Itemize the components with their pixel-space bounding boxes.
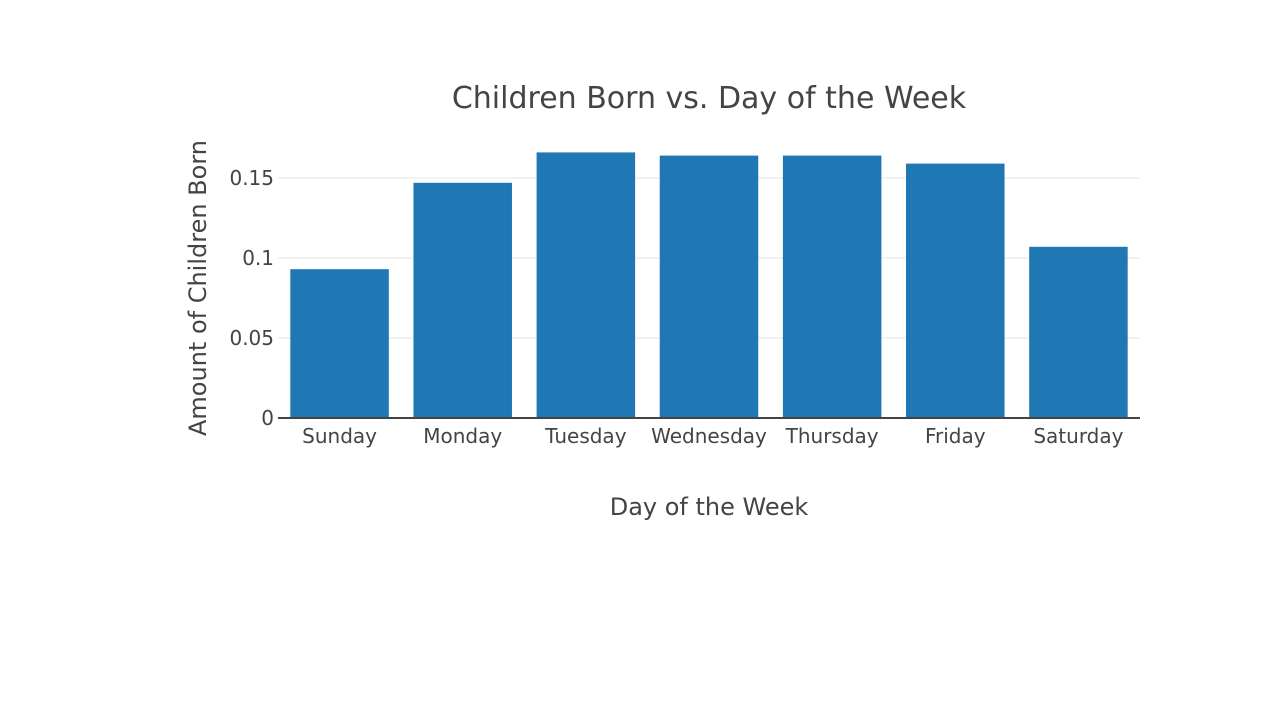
y-tick-label: 0 [261,406,274,430]
x-tick-label: Thursday [785,424,879,448]
y-tick-label: 0.15 [229,166,274,190]
x-tick-label: Sunday [302,424,377,448]
x-tick-label: Wednesday [651,424,767,448]
x-tick-label: Monday [423,424,502,448]
y-tick-labels: 0 0.05 0.1 0.15 [229,166,274,430]
bar-saturday [1029,246,1128,418]
x-tick-labels: Sunday Monday Tuesday Wednesday Thursday Frid… [302,424,1123,448]
y-tick-label: 0.1 [242,246,274,270]
chart-title: Children Born vs. Day of the Week [452,81,967,116]
x-tick-label: Saturday [1033,424,1123,448]
bar-friday [906,163,1005,418]
bar-thursday [782,155,882,418]
y-tick-label: 0.05 [229,326,274,350]
bar-sunday [290,269,389,418]
x-tick-label: Tuesday [544,424,627,448]
x-axis-title: Day of the Week [610,493,809,521]
y-axis-title: Amount of Children Born [184,140,212,436]
bar-tuesday [536,152,636,418]
bar-wednesday [659,155,759,418]
x-tick-label: Friday [925,424,986,448]
bar-monday [413,182,512,418]
bars [290,152,1128,418]
